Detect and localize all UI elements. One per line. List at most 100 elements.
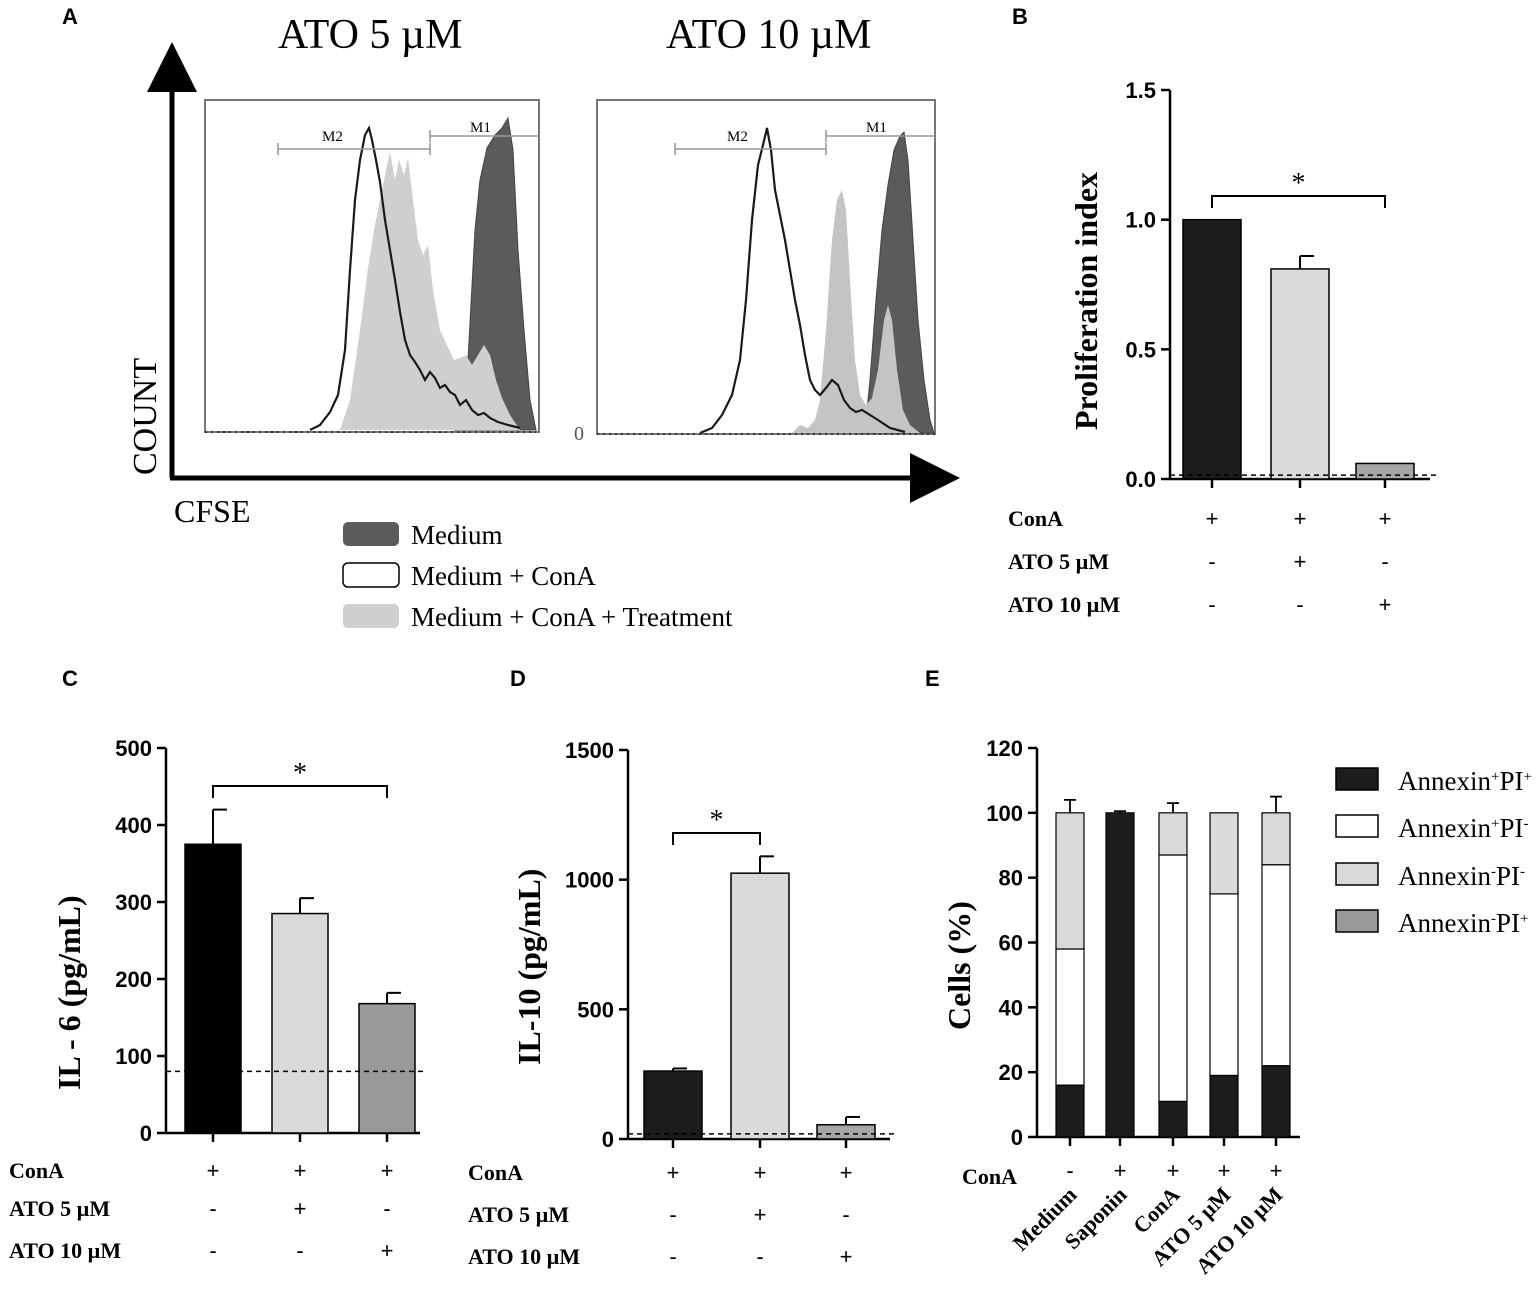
condition-label: ATO 5 µM — [468, 1202, 569, 1227]
histogram-treatment-fill — [792, 190, 920, 433]
condition-sign: - — [209, 1238, 216, 1263]
panel-letter-a: A — [62, 4, 78, 29]
panel-d-y-label: IL-10 (pg/mL) — [511, 869, 547, 1065]
legend-label-1: Annexin+PI+ — [1398, 766, 1532, 796]
y-tick-label: 100 — [986, 801, 1023, 826]
condition-sign: - — [1208, 549, 1215, 574]
stacked-segment-1 — [1261, 1065, 1291, 1138]
condition-sign: + — [754, 1202, 767, 1227]
gates — [674, 130, 935, 155]
y-tick-label: 0 — [140, 1121, 152, 1146]
condition-sign: + — [207, 1158, 220, 1183]
legend-label-4: Annexin-PI+ — [1398, 908, 1528, 938]
legend-swatch-3 — [1335, 862, 1379, 886]
histogram-ato-5: M2 M1 — [204, 99, 540, 433]
y-tick-label: 1.0 — [1125, 208, 1156, 233]
stacked-segment-3 — [1055, 812, 1085, 950]
y-tick-label: 500 — [115, 736, 152, 761]
histogram-medium-fill — [859, 130, 935, 434]
bar-2 — [271, 912, 329, 1134]
condition-label: ATO 10 µM — [1008, 592, 1120, 617]
condition-sign: + — [840, 1160, 853, 1185]
legend-label-medium: Medium — [411, 520, 503, 550]
histogram-title-1: ATO 5 µM — [278, 12, 462, 58]
y-tick-label: 20 — [999, 1060, 1023, 1085]
legend-label-conA: Medium + ConA — [411, 561, 596, 591]
y-tick-label: 0.0 — [1125, 467, 1156, 492]
condition-sign: - — [842, 1202, 849, 1227]
stacked-legend: Annexin+PI+ Annexin+PI- Annexin-PI- Annexin… — [1335, 766, 1532, 938]
bar-3 — [816, 1123, 876, 1140]
gate-m1-label: M1 — [470, 120, 491, 136]
bar-1 — [184, 843, 242, 1134]
panel-a: A ATO 5 µM ATO 10 µM COUNT CFSE M2 M1 — [62, 4, 960, 632]
conA-sign: + — [1218, 1158, 1231, 1183]
legend-label-3: Annexin-PI- — [1398, 861, 1525, 891]
significance-bracket — [1211, 195, 1386, 208]
histogram-frame — [204, 99, 540, 433]
condition-label: ATO 10 µM — [468, 1244, 580, 1269]
conA-sign: + — [1270, 1158, 1283, 1183]
y-tick-label: 1.5 — [1125, 78, 1156, 103]
condition-label: ATO 10 µM — [9, 1238, 121, 1263]
condition-sign: + — [1206, 506, 1219, 531]
significance-bracket — [672, 832, 761, 845]
y-tick-label: 40 — [999, 995, 1023, 1020]
legend-swatch-4 — [1335, 909, 1379, 933]
condition-sign: - — [669, 1244, 676, 1269]
histogram-zero-label: 0 — [574, 423, 584, 445]
gate-m1-label: M1 — [866, 120, 887, 136]
stacked-segment-3 — [1209, 812, 1239, 895]
bar-3 — [1355, 462, 1415, 480]
gate-m2-label: M2 — [727, 129, 748, 145]
condition-sign: + — [1294, 549, 1307, 574]
condition-sign: + — [294, 1196, 307, 1221]
legend-swatch-2 — [1335, 814, 1379, 838]
condition-sign: + — [294, 1158, 307, 1183]
stacked-segment-1 — [1209, 1074, 1239, 1138]
conA-label: ConA — [962, 1164, 1017, 1189]
condition-sign: + — [381, 1238, 394, 1263]
histogram-conA-line — [699, 127, 906, 435]
y-tick-label: 0.5 — [1125, 337, 1156, 362]
bar-2 — [1270, 268, 1330, 480]
y-tick-label: 1500 — [565, 738, 614, 763]
condition-sign: - — [756, 1244, 763, 1269]
y-tick-label: 1000 — [565, 868, 614, 893]
stacked-segment-3 — [1261, 812, 1291, 866]
condition-sign: + — [1379, 506, 1392, 531]
condition-sign: - — [669, 1202, 676, 1227]
conA-sign: + — [1167, 1158, 1180, 1183]
y-tick-label: 0 — [602, 1127, 614, 1152]
significance-bracket — [212, 785, 388, 798]
stacked-segment-1 — [1055, 1084, 1085, 1138]
legend-swatch-medium — [343, 522, 399, 546]
panel-c-y-label: IL - 6 (pg/mL) — [51, 895, 87, 1090]
panel-e-y-label: Cells (%) — [941, 901, 977, 1030]
stacked-segment-1 — [1158, 1100, 1188, 1138]
condition-sign: - — [383, 1196, 390, 1221]
bar-2 — [730, 872, 790, 1140]
y-tick-label: 400 — [115, 813, 152, 838]
panel-b-y-label: Proliferation index — [1068, 172, 1104, 430]
cfse-axis-label: CFSE — [174, 493, 250, 529]
condition-label: ConA — [468, 1160, 523, 1185]
bar-1 — [643, 1070, 703, 1140]
condition-sign: + — [1379, 592, 1392, 617]
panel-letter-d: D — [510, 666, 526, 691]
gates — [277, 130, 538, 155]
panel-c: C IL - 6 (pg/mL) 0 100 200 300 400 500 * ConA + +… — [9, 666, 426, 1263]
condition-sign: + — [754, 1160, 767, 1185]
condition-label: ATO 5 µM — [9, 1196, 110, 1221]
y-tick-label: 500 — [577, 997, 614, 1022]
condition-label: ATO 5 µM — [1008, 549, 1109, 574]
histogram-ato-10: M2 M1 0 — [574, 99, 936, 445]
significance-star: * — [1292, 168, 1306, 199]
histogram-legend: Medium Medium + ConA Medium + ConA + Tre… — [342, 520, 733, 632]
bar-1 — [1182, 218, 1242, 480]
stacked-segment-2 — [1209, 893, 1239, 1077]
condition-sign: - — [209, 1196, 216, 1221]
panel-e: E Cells (%) 020406080100120-Medium+Sapon… — [925, 666, 1532, 1279]
stacked-segment-3 — [1158, 812, 1188, 856]
